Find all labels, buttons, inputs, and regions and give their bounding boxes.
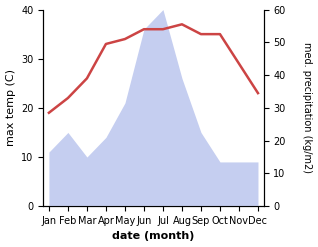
- Y-axis label: med. precipitation (kg/m2): med. precipitation (kg/m2): [302, 42, 313, 173]
- X-axis label: date (month): date (month): [112, 231, 195, 242]
- Y-axis label: max temp (C): max temp (C): [5, 69, 16, 146]
